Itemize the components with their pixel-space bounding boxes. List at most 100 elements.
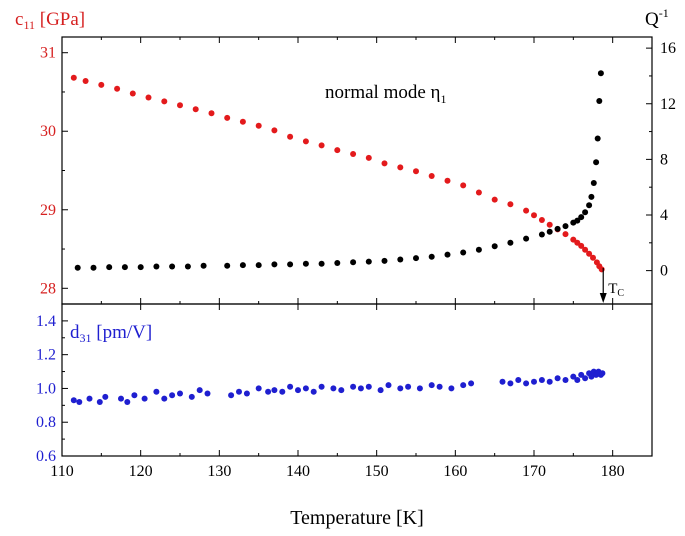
q-inverse-data-point [590,180,597,186]
x-axis-label: Temperature [K] [290,507,424,529]
q-inverse-data-point [302,260,309,267]
tc-label: TC [608,281,624,299]
q-inverse-data-point [90,264,97,271]
d31-data-point [562,377,569,383]
c11-data-point [582,246,589,253]
c11-data-point [460,182,467,189]
d31-data-point [397,385,404,392]
c11-data-point [507,201,514,208]
q-inverse-data-point [121,264,128,271]
d31-data-point [86,395,93,402]
d31-data-point [507,380,514,387]
q-inverse-data-point [597,70,604,77]
top-left-tick-label: 31 [40,45,56,62]
d31-data-point [188,393,195,400]
d31-data-point [102,393,109,400]
top-right-tick-label: 0 [660,263,668,280]
d31-data-point [578,371,585,378]
top-right-axis-label: Q-1 [645,6,669,30]
d31-data-point [118,395,124,402]
d31-data-point [124,399,131,405]
top-right-tick-label: 8 [660,151,668,168]
d31-data-point [377,387,384,394]
c11-data-point [70,74,77,81]
d31-data-point [338,387,345,394]
q-inverse-data-point [507,239,514,246]
q-inverse-data-point [106,264,113,271]
d31-data-point [365,383,372,390]
d31-data-point [515,377,522,383]
d31-data-point [228,392,235,399]
d31-data-point [523,380,530,387]
c11-data-point [208,110,215,117]
c11-data-point [475,189,482,196]
q-inverse-data-point [137,264,144,271]
q-inverse-data-point [428,253,435,260]
top-right-tick-label: 4 [660,207,668,224]
x-tick-label: 130 [207,463,231,480]
top-left-tick-label: 28 [40,280,56,297]
c11-data-point [302,138,309,145]
d31-data-point [177,390,183,397]
q-inverse-data-point [586,202,593,209]
c11-data-point [177,102,183,109]
d31-data-point [416,385,423,392]
q-inverse-data-point [239,262,246,269]
c11-data-point [531,212,537,219]
d31-data-point [153,388,160,395]
q-inverse-data-point [588,193,595,200]
d31-data-point [574,377,581,383]
d31-data-point [460,382,467,389]
c11-data-point [350,151,357,157]
q-inverse-data-point [554,225,561,232]
c11-data-point [590,254,596,261]
x-tick-label: 120 [129,463,153,480]
d31-data-point [385,382,392,389]
c11-data-point [287,133,294,140]
q-inverse-data-point [523,235,530,242]
d31-data-point [428,382,435,389]
q-inverse-data-point [200,262,207,269]
q-inverse-data-point [255,262,262,269]
top-left-axis-label: c11 [GPa] [15,9,85,32]
top-left-tick-label: 29 [40,202,56,219]
d31-data-point [538,377,545,383]
d31-data-point [287,383,294,390]
d31-data-point [405,383,412,390]
c11-data-point [129,90,136,97]
d31-data-point [350,383,357,390]
d31-data-point [76,399,83,405]
d31-data-point [570,373,577,380]
d31-data-point [243,390,250,397]
q-inverse-data-point [578,214,585,221]
bottom-left-tick-label: 1.2 [36,347,56,364]
d31-data-point [271,387,278,394]
q-inverse-data-point [593,159,600,166]
d31-data-point [255,385,262,392]
q-inverse-data-point [334,260,341,266]
c11-data-point [145,94,152,101]
tick-marks [61,37,652,457]
c11-data-point [318,142,325,149]
q-inverse-data-point [224,262,231,269]
d31-data-point [131,392,138,399]
d31-data-point [318,383,325,390]
c11-data-point [365,154,372,161]
q-inverse-data-point [74,264,81,271]
q-inverse-data-point [546,228,553,235]
c11-data-point [82,78,89,84]
bottom-left-axis-label: d31 [pm/V] [70,322,152,345]
bottom-left-tick-label: 0.8 [36,414,56,431]
d31-data-point [531,378,537,385]
top-right-tick-label: 12 [660,96,676,113]
c11-data-point [98,81,105,88]
q-inverse-data-point [169,263,176,270]
d31-data-point [330,385,337,392]
x-tick-label: 160 [443,463,467,480]
top-right-tick-label: 16 [660,40,676,57]
c11-data-point [381,160,388,167]
q-inverse-data-point [381,257,388,264]
c11-data-point [239,118,246,125]
c11-data-point [562,231,569,238]
c11-data-point [397,164,404,171]
